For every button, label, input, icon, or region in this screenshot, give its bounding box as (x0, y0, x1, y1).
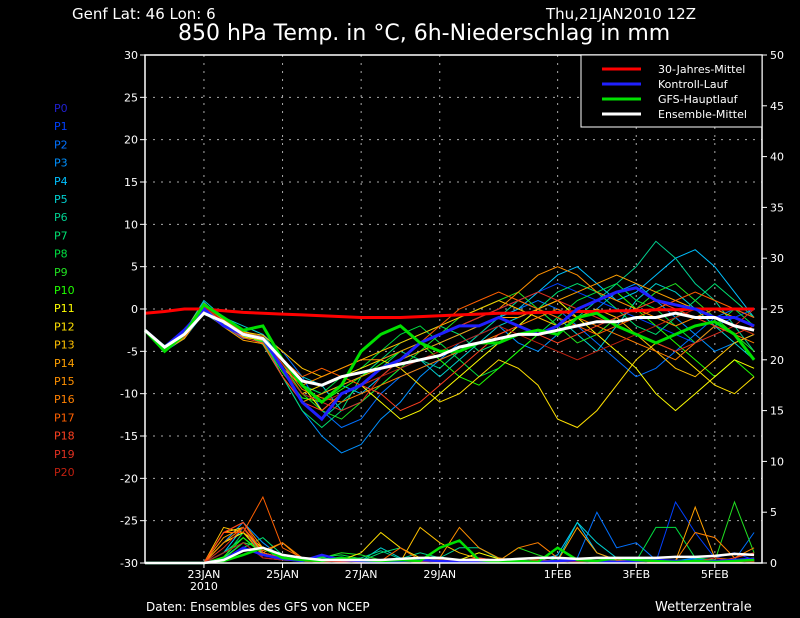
member-label: P3 (54, 157, 68, 170)
legend-label: Ensemble-Mittel (658, 108, 747, 121)
right-tick-label: 15 (770, 405, 784, 418)
member-label: P17 (54, 411, 75, 424)
x-tick-label: 29JAN (423, 568, 456, 581)
member-label: P12 (54, 320, 75, 333)
temp-line-gfs-hauptlauf (143, 302, 756, 405)
main-lines (143, 286, 756, 565)
temp-line-ensemble-mittel (144, 311, 755, 387)
member-label: P1 (54, 120, 68, 133)
right-tick-label: 35 (770, 201, 784, 214)
temp-line-p12 (144, 308, 755, 429)
brand-label: Wetterzentrale (655, 600, 752, 615)
x-tick-label: 23JAN (188, 568, 221, 581)
left-tick-label: 5 (131, 261, 138, 274)
left-tick-label: -20 (120, 472, 138, 485)
left-tick-label: -10 (120, 388, 138, 401)
left-tick-label: 10 (124, 218, 138, 231)
precip-line-gfs-hauptlauf (145, 539, 755, 565)
x-tick-label: 3FEB (622, 568, 650, 581)
legend-label: 30-Jahres-Mittel (658, 63, 745, 76)
member-label: P8 (54, 248, 68, 261)
member-label: P16 (54, 393, 75, 406)
member-label: P14 (54, 357, 75, 370)
member-label: P5 (54, 193, 68, 206)
right-tick-label: 50 (770, 49, 784, 62)
chart-title: 850 hPa Temp. in °C, 6h-Niederschlag in … (178, 21, 670, 46)
member-lines (144, 240, 755, 454)
left-tick-label: 20 (124, 134, 138, 147)
member-label: P11 (54, 302, 75, 315)
left-tick-label: 15 (124, 176, 138, 189)
temp-line-p14 (144, 274, 755, 403)
member-label: P10 (54, 284, 75, 297)
temp-line--jahres-mittel (144, 307, 755, 319)
right-tick-label: 40 (770, 151, 784, 164)
left-tick-label: -5 (127, 345, 138, 358)
right-tick-label: 0 (770, 557, 777, 570)
legend: 30-Jahres-Mittel Kontroll-Lauf GFS-Hauptla… (580, 54, 763, 128)
member-label: P4 (54, 175, 68, 188)
member-label: P7 (54, 229, 68, 242)
right-tick-label: 10 (770, 455, 784, 468)
member-label: P15 (54, 375, 75, 388)
temp-line-p6 (144, 240, 755, 420)
left-tick-label: 25 (124, 91, 138, 104)
location-label: Genf Lat: 46 Lon: 6 (72, 5, 216, 23)
right-tick-label: 25 (770, 303, 784, 316)
x-tick-label: 1FEB (544, 568, 572, 581)
left-tick-label: -25 (120, 515, 138, 528)
x-tick-label: 5FEB (701, 568, 729, 581)
left-tick-label: -15 (120, 430, 138, 443)
right-tick-label: 45 (770, 100, 784, 113)
data-source: Daten: Ensembles des GFS von NCEP (146, 600, 370, 614)
right-tick-label: 5 (770, 506, 777, 519)
member-label: P18 (54, 430, 75, 443)
left-tick-label: 0 (131, 303, 138, 316)
member-label: P19 (54, 448, 75, 461)
temp-line-p2 (144, 299, 755, 429)
member-label: P13 (54, 339, 75, 352)
right-tick-label: 20 (770, 354, 784, 367)
member-label: P20 (54, 466, 75, 479)
temp-line-p18 (144, 299, 755, 412)
legend-label: GFS-Hauptlauf (658, 93, 739, 106)
axes: 302520151050-5-10-15-20-25-3050454035302… (120, 49, 784, 593)
legend-label: Kontroll-Lauf (658, 78, 729, 91)
member-label: P0 (54, 102, 68, 115)
left-tick-label: -30 (120, 557, 138, 570)
member-label: P6 (54, 211, 68, 224)
x-tick-year: 2010 (190, 580, 218, 593)
precip-line-ensemble-mittel (145, 546, 755, 565)
x-tick-label: 25JAN (266, 568, 299, 581)
member-labels: P0 P1 P2 P3 P4 P5 P6 P7 P8 P9 P10 P11 P12 P13 P14 P15 P1… (54, 102, 75, 479)
member-label: P9 (54, 266, 68, 279)
left-tick-label: 30 (124, 49, 138, 62)
x-tick-label: 27JAN (345, 568, 378, 581)
right-tick-label: 30 (770, 252, 784, 265)
temp-line-p13 (144, 299, 755, 378)
run-time-label: Thu,21JAN2010 12Z (545, 5, 696, 23)
member-label: P2 (54, 138, 68, 151)
